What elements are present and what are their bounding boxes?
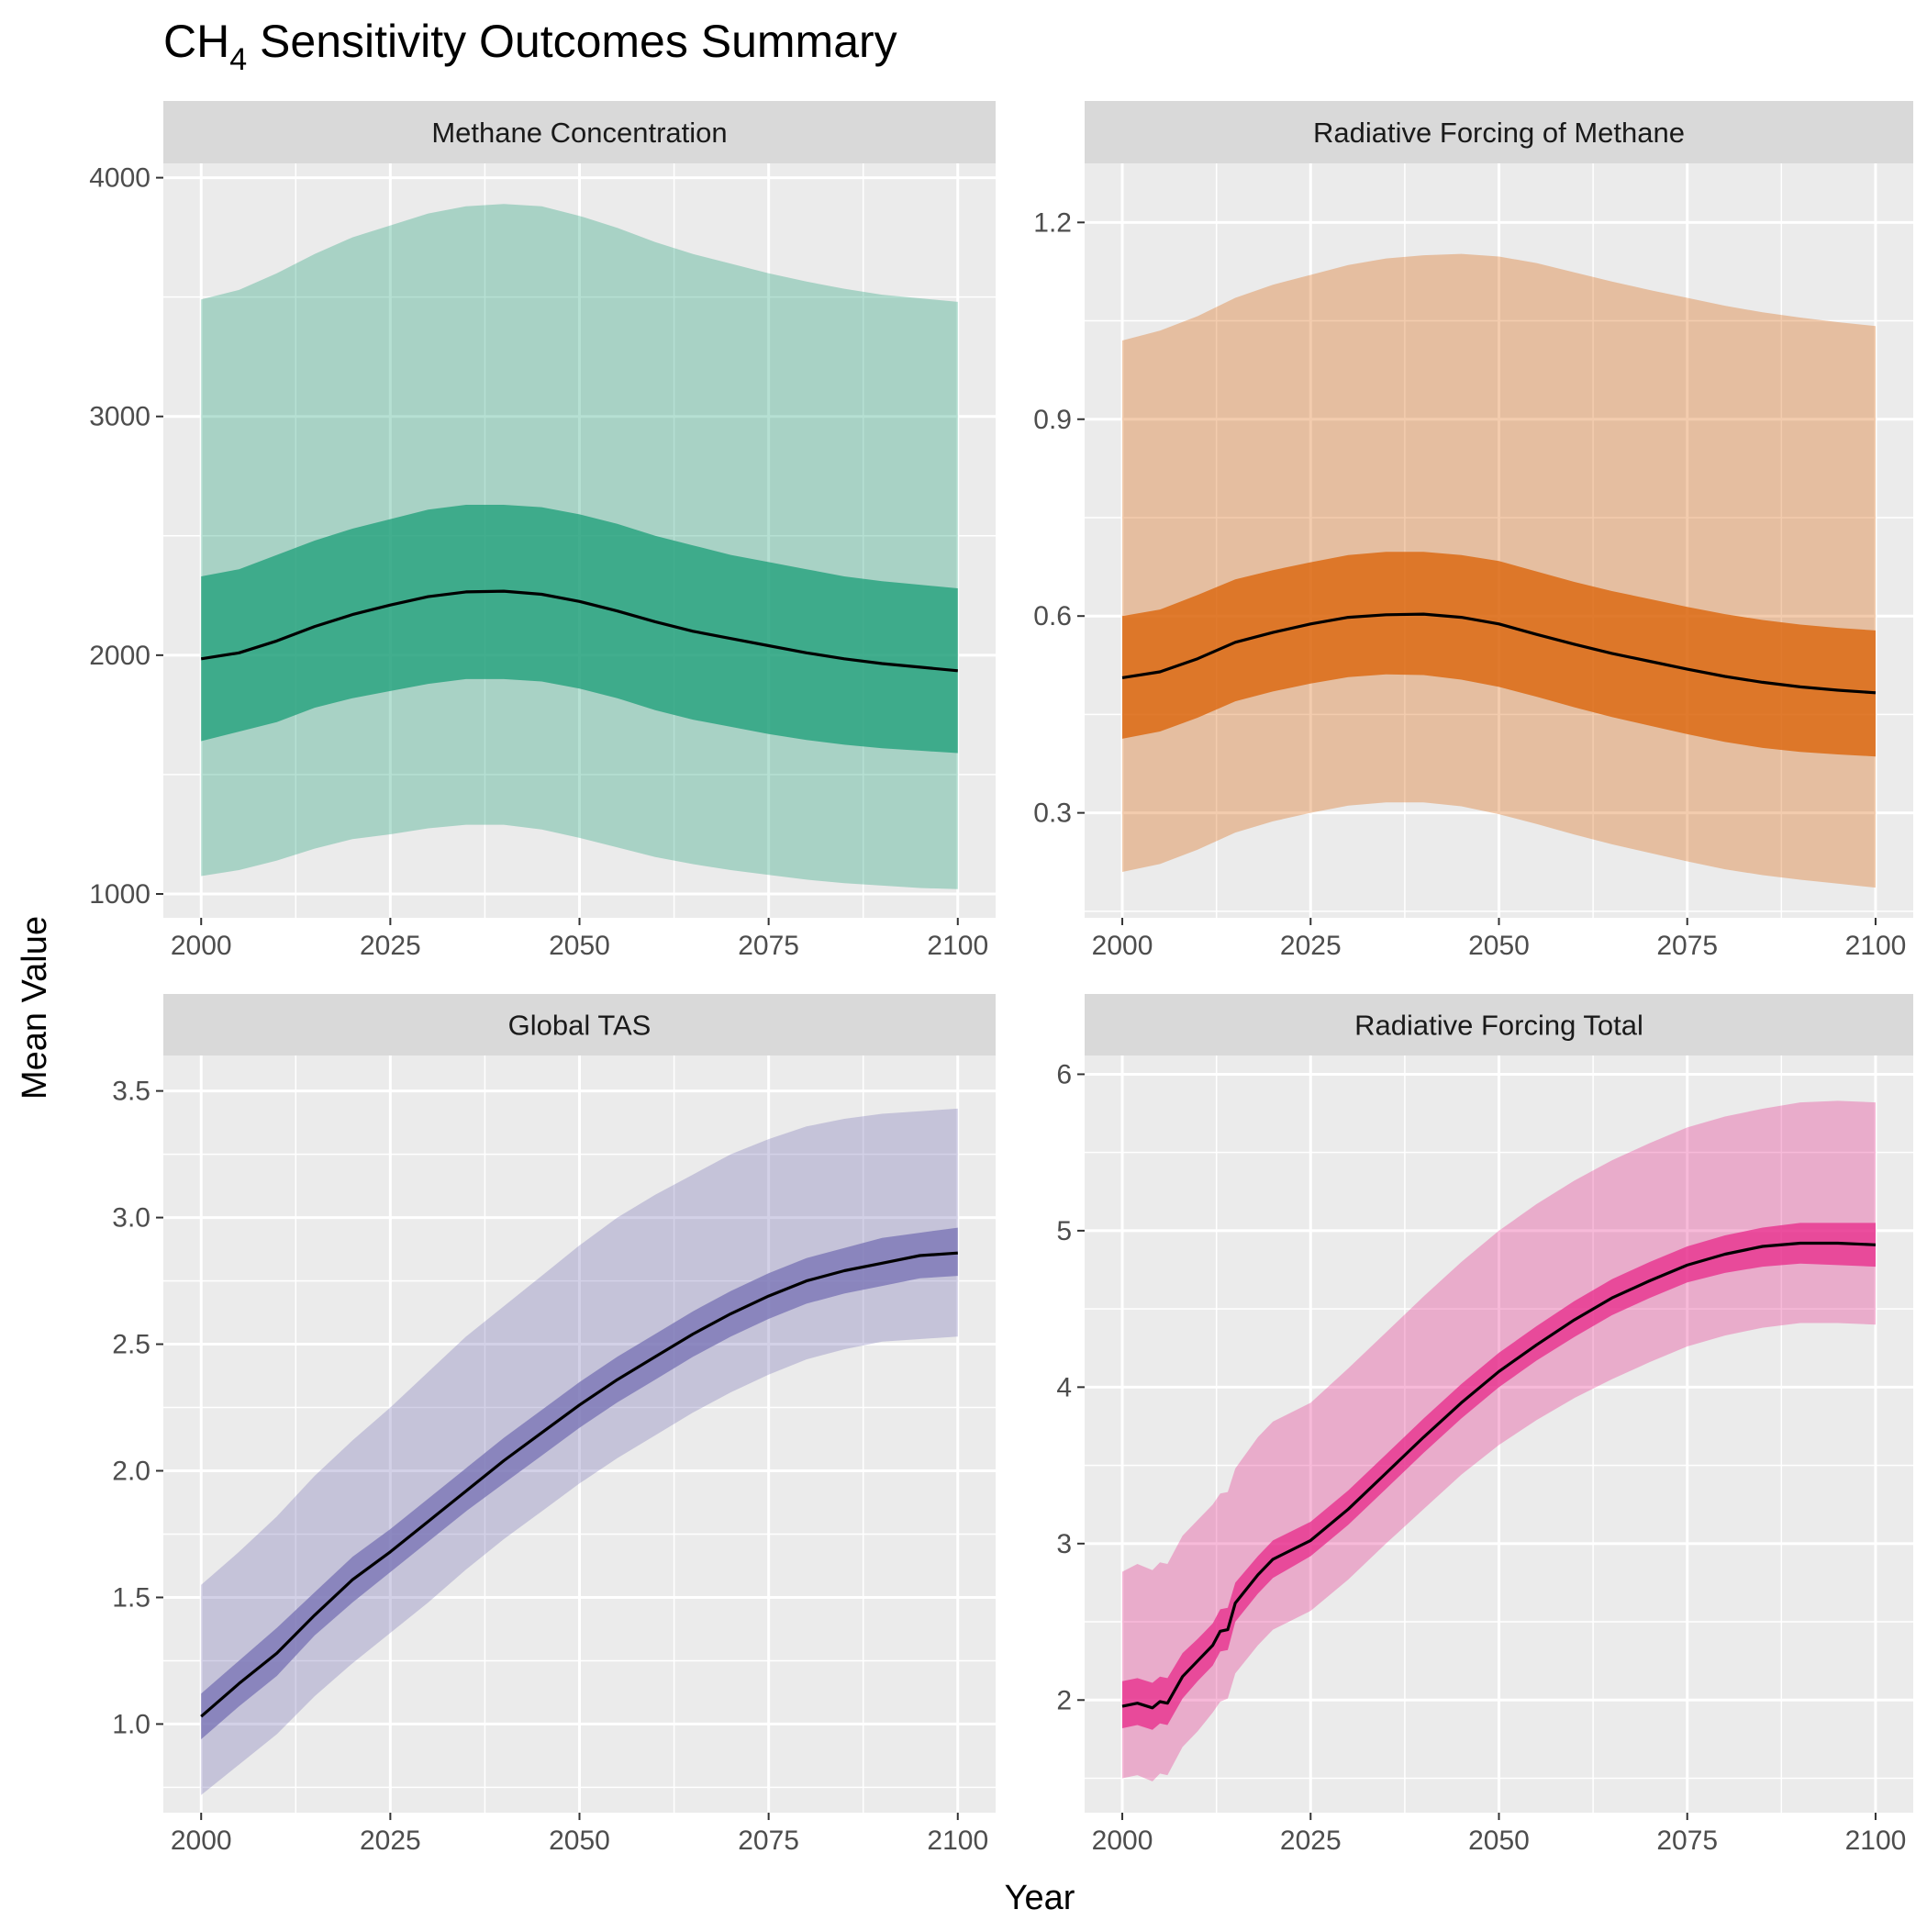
x-tick-label: 2025 (1280, 1826, 1342, 1856)
x-tick-label: 2025 (1280, 931, 1342, 961)
x-tick-label: 2000 (1092, 1826, 1153, 1856)
facet-strip-label: Global TAS (508, 1010, 652, 1042)
x-tick-label: 2000 (171, 931, 232, 961)
facet-strip-label: Methane Concentration (431, 117, 727, 149)
facet-strip (1085, 994, 1913, 1055)
x-tick-label: 2100 (1845, 1826, 1907, 1856)
x-tick-label: 2050 (549, 1826, 610, 1856)
y-tick-label: 0.6 (1033, 601, 1072, 631)
x-tick-label: 2000 (171, 1826, 232, 1856)
y-tick-label: 4 (1056, 1372, 1072, 1402)
y-tick-label: 0.3 (1033, 798, 1072, 829)
y-axis-label: Mean Value (16, 916, 54, 1100)
facet-strip (1085, 101, 1913, 163)
x-tick-label: 2100 (1845, 931, 1907, 961)
y-tick-label: 1.2 (1033, 207, 1072, 238)
y-tick-label: 3 (1056, 1529, 1072, 1559)
x-tick-label: 2075 (738, 1826, 799, 1856)
x-tick-label: 2075 (1656, 1826, 1718, 1856)
inner-band (1122, 1223, 1876, 1730)
y-tick-label: 3000 (89, 402, 150, 432)
x-tick-label: 2050 (549, 931, 610, 961)
facet-strip (163, 994, 996, 1055)
chart-title-main: CH (163, 16, 229, 67)
x-tick-label: 2000 (1092, 931, 1153, 961)
x-tick-label: 2050 (1468, 1826, 1530, 1856)
facet-2: Global TAS 2000 2025 2050 2075 2100 1.0 1.5 2.0 2… (112, 994, 996, 1856)
x-tick-label: 2050 (1468, 931, 1530, 961)
x-axis-label: Year (1005, 1879, 1075, 1917)
y-tick-label: 2.5 (112, 1330, 150, 1360)
y-tick-label: 5 (1056, 1216, 1072, 1246)
y-tick-label: 3.5 (112, 1077, 150, 1107)
x-tick-label: 2025 (360, 931, 421, 961)
y-tick-label: 3.0 (112, 1203, 150, 1234)
y-tick-label: 6 (1056, 1059, 1072, 1089)
facet-strip (163, 101, 996, 163)
facet-strip-label: Radiative Forcing Total (1354, 1010, 1643, 1042)
y-tick-label: 1000 (89, 879, 150, 910)
facet-1: Radiative Forcing of Methane 2000 2025 2050… (1033, 101, 1913, 961)
inner-band (201, 1227, 958, 1739)
facet-0: Methane Concentration 2000 2025 2050 2075 210… (89, 101, 996, 961)
facet-strip-label: Radiative Forcing of Methane (1313, 117, 1685, 149)
inner-band (201, 505, 958, 754)
x-tick-label: 2075 (1656, 931, 1718, 961)
x-tick-label: 2100 (927, 1826, 988, 1856)
y-tick-label: 1.0 (112, 1709, 150, 1739)
y-tick-label: 1.5 (112, 1582, 150, 1613)
x-tick-label: 2025 (360, 1826, 421, 1856)
y-tick-label: 4000 (89, 163, 150, 194)
x-tick-label: 2075 (738, 931, 799, 961)
mean-line (200, 1251, 958, 1718)
mean-line (1121, 612, 1877, 695)
chart-title-subscript: 4 (229, 42, 247, 77)
y-tick-label: 2000 (89, 641, 150, 671)
chart-title: CH4 Sensitivity Outcomes Summary (163, 16, 897, 77)
mean-line (1121, 1241, 1877, 1710)
facet-3: Radiative Forcing Total 2000 2025 2050 2075 2… (1056, 994, 1913, 1856)
y-tick-label: 0.9 (1033, 405, 1072, 435)
chart-title-rest: Sensitivity Outcomes Summary (247, 16, 897, 67)
x-tick-label: 2100 (927, 931, 988, 961)
y-tick-label: 2.0 (112, 1457, 150, 1487)
mean-line (200, 589, 958, 673)
y-tick-label: 2 (1056, 1685, 1072, 1715)
inner-band (1122, 552, 1876, 757)
